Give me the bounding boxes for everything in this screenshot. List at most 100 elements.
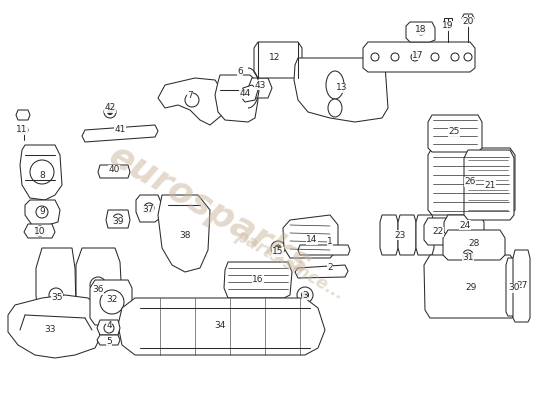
Text: 43: 43 (254, 80, 266, 90)
Polygon shape (462, 14, 474, 22)
Polygon shape (158, 195, 210, 272)
Text: 23: 23 (394, 230, 406, 240)
Text: 31: 31 (462, 254, 474, 262)
Text: parts since...: parts since... (232, 226, 348, 304)
Text: 36: 36 (92, 286, 104, 294)
Polygon shape (24, 224, 55, 238)
Text: 28: 28 (468, 240, 480, 248)
Text: 10: 10 (34, 226, 46, 236)
Polygon shape (444, 215, 484, 236)
Polygon shape (406, 22, 435, 42)
Text: 44: 44 (239, 90, 251, 98)
Polygon shape (380, 215, 398, 255)
Polygon shape (464, 150, 514, 220)
Polygon shape (158, 78, 225, 125)
Polygon shape (428, 115, 482, 152)
Text: 41: 41 (114, 126, 126, 134)
Circle shape (113, 214, 123, 224)
Polygon shape (295, 265, 348, 278)
Text: 29: 29 (465, 284, 477, 292)
Circle shape (107, 110, 113, 114)
Circle shape (104, 323, 114, 333)
Circle shape (36, 206, 48, 218)
Polygon shape (428, 148, 515, 215)
Text: 18: 18 (415, 26, 427, 34)
Circle shape (391, 53, 399, 61)
Circle shape (30, 160, 54, 184)
Polygon shape (443, 230, 505, 260)
Text: 17: 17 (412, 50, 424, 60)
Circle shape (271, 241, 285, 255)
Polygon shape (283, 215, 338, 258)
Text: 3: 3 (302, 290, 308, 300)
Circle shape (297, 287, 313, 303)
Circle shape (431, 53, 439, 61)
Text: 8: 8 (39, 170, 45, 180)
Text: 25: 25 (448, 128, 460, 136)
Circle shape (20, 126, 28, 134)
Circle shape (49, 288, 63, 302)
Text: 12: 12 (270, 54, 280, 62)
Circle shape (417, 27, 425, 35)
Polygon shape (82, 125, 158, 142)
Text: 6: 6 (237, 68, 243, 76)
Text: eurosparks: eurosparks (103, 138, 317, 282)
Polygon shape (398, 215, 416, 255)
Text: 4: 4 (106, 322, 112, 330)
Text: 32: 32 (106, 296, 118, 304)
Text: 24: 24 (459, 220, 471, 230)
Polygon shape (298, 245, 350, 255)
Polygon shape (224, 262, 292, 298)
Polygon shape (76, 248, 122, 328)
Text: 26: 26 (464, 178, 476, 186)
Text: 27: 27 (516, 280, 527, 290)
Text: 7: 7 (187, 90, 193, 100)
Circle shape (463, 250, 473, 260)
Circle shape (301, 292, 309, 298)
Text: 15: 15 (272, 248, 284, 256)
Polygon shape (25, 200, 60, 225)
Text: 38: 38 (179, 230, 191, 240)
Polygon shape (90, 280, 132, 325)
Polygon shape (106, 210, 130, 228)
Circle shape (185, 93, 199, 107)
Polygon shape (118, 298, 325, 355)
Text: 20: 20 (463, 18, 474, 26)
Polygon shape (20, 145, 62, 200)
Polygon shape (215, 75, 258, 122)
Polygon shape (444, 18, 452, 22)
Text: 2: 2 (327, 264, 333, 272)
Text: 30: 30 (508, 284, 520, 292)
Circle shape (466, 253, 470, 257)
Text: 35: 35 (51, 294, 63, 302)
Text: 42: 42 (104, 104, 116, 112)
Polygon shape (254, 42, 302, 78)
Text: 22: 22 (432, 228, 444, 236)
Circle shape (104, 106, 116, 118)
Polygon shape (136, 195, 162, 222)
Text: 21: 21 (485, 180, 496, 190)
Circle shape (275, 245, 281, 251)
Text: 33: 33 (44, 326, 56, 334)
Text: 19: 19 (442, 22, 454, 30)
Text: 14: 14 (306, 236, 318, 244)
Text: 9: 9 (39, 208, 45, 216)
Polygon shape (98, 165, 130, 178)
Polygon shape (36, 248, 76, 332)
Text: 16: 16 (252, 276, 264, 284)
Polygon shape (248, 78, 272, 98)
Text: 13: 13 (336, 84, 348, 92)
Text: 34: 34 (214, 322, 225, 330)
Text: 11: 11 (16, 126, 28, 134)
Circle shape (100, 290, 124, 314)
Text: 39: 39 (112, 218, 124, 226)
Ellipse shape (328, 99, 342, 117)
Polygon shape (97, 335, 120, 345)
Polygon shape (506, 258, 522, 316)
Text: 1: 1 (327, 238, 333, 246)
Text: 37: 37 (142, 206, 154, 214)
Circle shape (35, 226, 45, 236)
Polygon shape (97, 320, 120, 335)
Polygon shape (8, 295, 100, 358)
Circle shape (464, 53, 472, 61)
